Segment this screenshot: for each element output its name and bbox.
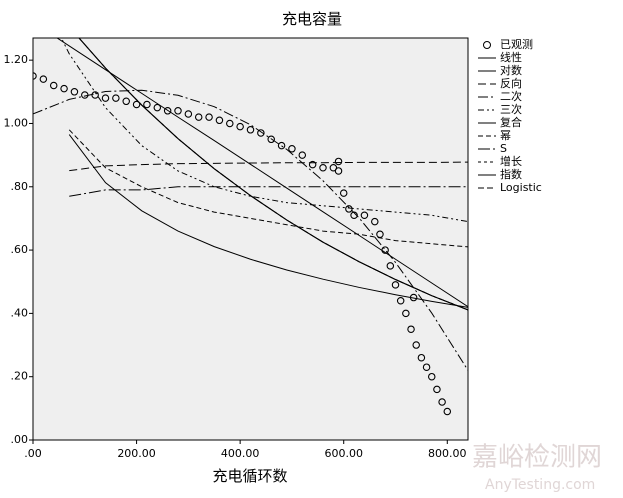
fit-curve [60,38,468,223]
fit-curve [56,38,468,308]
observed-point [277,141,286,150]
observed-point [226,119,234,128]
fit-curve [69,161,468,172]
observed-point [288,145,296,153]
observed-point [308,160,317,169]
observed-point [194,113,203,121]
plot-area [32,37,469,441]
observed-point [215,116,224,125]
y-tick-label: .80 [11,180,29,193]
fit-curve [33,89,468,371]
observed-point [112,94,120,102]
observed-point [402,309,410,318]
observed-point [49,81,58,90]
observed-point [60,84,68,93]
legend-label: 已观测 [500,38,533,51]
legend-label: 二次 [500,89,522,103]
legend-label: 指数 [500,167,522,181]
fit-curve [69,186,468,197]
x-tick-label: 200.00 [117,447,156,460]
y-tick-label: 1.00 [4,116,29,129]
legend-label: Logistic [500,181,542,194]
observed-point [91,91,99,99]
observed-point [267,135,275,144]
x-tick-label: 400.00 [221,447,260,460]
x-tick-label: 800.00 [428,447,467,460]
observed-point [122,97,130,106]
legend-label: 增长 [500,154,522,168]
legend-label: 复合 [500,115,522,129]
x-tick-label: .00 [24,447,42,460]
y-tick-label: .20 [11,370,29,383]
observed-point [174,107,182,115]
observed-point [345,205,353,213]
legend-label: 对数 [500,63,522,77]
observed-point [427,372,436,381]
observed-point [319,164,327,172]
observed-point [443,407,452,416]
fit-curve [78,38,468,311]
observed-point [433,385,441,394]
observed-point [438,398,446,406]
observed-point [339,189,348,197]
watermark-url: AnyTesting.com [485,477,595,493]
observed-point [236,122,244,131]
observed-point [417,353,426,362]
curves [33,38,468,416]
y-tick-label: .00 [11,433,29,446]
observed-point [39,75,48,83]
observed-point [371,217,379,226]
fit-curve [68,129,468,248]
legend-label: 幂 [500,129,511,142]
y-tick-label: .60 [11,243,29,256]
observed-point [143,100,151,109]
observed-point [396,296,405,305]
observed-point [298,151,307,159]
observed-point [422,363,431,371]
observed-point [163,107,172,115]
observed-point [334,167,343,175]
legend-label: 线性 [500,50,522,64]
chart-title: 充电容量 [282,10,342,28]
y-tick-label: .40 [11,306,29,319]
observed-point [412,341,420,349]
observed-point [391,281,400,289]
x-tick-label: 600.00 [324,447,363,460]
legend-marker [483,41,491,49]
observed-point [153,103,162,112]
legend-label: 三次 [500,102,522,116]
observed-point [205,113,213,121]
observed-point [33,72,37,80]
observed-point [334,157,343,166]
observed-point [246,126,255,134]
observed-point [70,88,79,96]
legend-label: 反向 [500,76,522,90]
observed-point [257,129,265,137]
fit-curve [68,134,468,308]
observed-point [132,100,141,109]
observed-point [360,211,369,220]
observed-point [101,94,110,102]
watermark: 嘉峪检测网 [472,443,602,473]
y-tick-label: 1.20 [4,53,29,66]
legend-label: S [500,142,507,155]
observed-point [386,262,395,270]
observed-point [407,325,415,333]
x-axis-label: 充电循环数 [212,467,287,485]
observed-point [184,110,193,118]
